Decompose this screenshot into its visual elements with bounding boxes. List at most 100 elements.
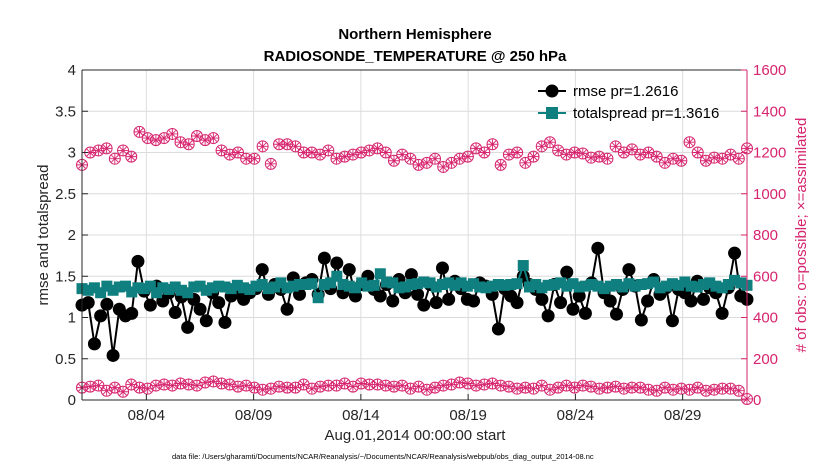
totalspread-point — [107, 284, 119, 296]
totalspread-point — [312, 292, 324, 304]
obs-assimilated-marker — [264, 382, 277, 395]
obs-possible-marker — [634, 148, 647, 161]
obs-assimilated-marker — [182, 378, 195, 391]
obs-possible-marker — [363, 144, 376, 157]
obs-possible-marker — [429, 152, 442, 165]
totalspread-point — [325, 277, 337, 289]
totalspread-point — [511, 278, 523, 290]
totalspread-point — [231, 279, 243, 291]
rmse-point — [696, 292, 710, 306]
obs-possible-marker — [404, 152, 417, 165]
totalspread-point — [610, 279, 622, 290]
totalspread-point — [704, 277, 716, 289]
y-right-tick-label: 1000 — [753, 186, 786, 203]
totalspread-point — [294, 279, 306, 290]
totalspread-point — [635, 279, 647, 290]
totalspread-point — [126, 286, 138, 298]
rmse-point — [429, 296, 443, 310]
obs-assimilated-marker — [273, 380, 286, 393]
y-right-tick-label: 1600 — [753, 62, 786, 79]
totalspread-point — [586, 279, 598, 290]
rmse-point — [280, 302, 294, 316]
totalspread-point — [505, 279, 517, 290]
totalspread-point — [393, 282, 405, 294]
totalspread-point — [722, 279, 734, 290]
totalspread-point — [399, 281, 411, 293]
obs-possible-marker — [420, 156, 433, 169]
obs-assimilated-marker — [461, 377, 474, 390]
obs-possible-marker — [117, 144, 130, 157]
totalspread-point — [542, 279, 554, 291]
totalspread-point — [151, 287, 163, 299]
rmse-point — [622, 263, 636, 277]
totalspread-point — [486, 280, 498, 292]
y-left-tick-label: 4 — [68, 62, 76, 79]
obs-possible-marker — [716, 152, 729, 165]
chart-title: Northern Hemisphere — [338, 26, 491, 43]
rmse-point — [218, 315, 232, 329]
totalspread-point — [144, 280, 156, 292]
totalspread-point — [163, 283, 175, 295]
y-left-tick-label: 2.5 — [55, 186, 76, 203]
obs-possible-marker — [593, 150, 606, 163]
obs-assimilated-marker — [199, 376, 212, 389]
rmse-point — [373, 289, 387, 303]
y-right-tick-label: 1200 — [753, 145, 786, 162]
totalspread-point — [269, 281, 281, 293]
obs-possible-marker — [314, 148, 327, 161]
rmse-point — [603, 294, 617, 308]
totalspread-point — [101, 280, 113, 292]
obs-assimilated-marker — [675, 382, 688, 395]
y-right-tick-label: 200 — [753, 351, 778, 368]
obs-assimilated-marker — [330, 379, 343, 392]
obs-assimilated-marker — [519, 381, 532, 394]
totalspread-point — [679, 276, 691, 288]
rmse-point — [81, 296, 95, 310]
rmse-point — [131, 254, 145, 268]
obs-possible-marker — [519, 156, 532, 169]
totalspread-point — [468, 278, 480, 290]
rmse-point — [665, 314, 679, 328]
obs-assimilated-marker — [92, 379, 105, 392]
rmse-point — [330, 256, 344, 270]
obs-possible-marker — [346, 148, 359, 161]
rmse-point — [94, 309, 108, 323]
rmse-point — [609, 307, 623, 321]
totalspread-point — [374, 268, 386, 280]
totalspread-point — [256, 279, 268, 290]
y-left-tick-label: 0 — [68, 392, 76, 409]
obs-possible-marker — [371, 142, 384, 155]
x-axis-label: Aug.01,2014 00:00:00 start — [325, 427, 507, 444]
obs-possible-marker — [199, 134, 212, 147]
totalspread-point — [331, 270, 343, 282]
rmse-point — [510, 296, 524, 310]
totalspread-point — [424, 277, 436, 289]
obs-possible-marker — [486, 138, 499, 151]
obs-assimilated-marker — [543, 383, 556, 396]
totalspread-point — [561, 280, 573, 292]
obs-assimilated-marker — [568, 381, 581, 394]
error-series — [75, 241, 754, 362]
obs-assimilated-marker — [248, 381, 261, 394]
totalspread-point — [368, 279, 380, 291]
obs-possible-marker — [527, 150, 540, 163]
totalspread-point — [592, 280, 604, 292]
legend-rmse-label: rmse pr=1.2616 — [573, 83, 678, 100]
totalspread-point — [281, 282, 293, 294]
data-file-footnote: data file: /Users/gharamti/Documents/NCA… — [172, 452, 594, 461]
totalspread-point — [474, 281, 486, 293]
rmse-point — [193, 302, 207, 316]
rmse-point — [212, 296, 226, 310]
rmse-point — [168, 306, 182, 320]
obs-possible-marker — [174, 136, 187, 149]
totalspread-point — [412, 278, 424, 290]
totalspread-point — [306, 278, 318, 290]
obs-assimilated-marker — [470, 379, 483, 392]
legend-totalspread-label: totalspread pr=1.3616 — [573, 105, 719, 122]
totalspread-point — [461, 280, 473, 292]
obs-possible-marker — [256, 140, 269, 153]
obs-possible-marker — [166, 127, 179, 140]
obs-possible-marker — [330, 152, 343, 165]
totalspread-point — [530, 279, 542, 290]
obs-assimilated-marker — [724, 382, 737, 395]
